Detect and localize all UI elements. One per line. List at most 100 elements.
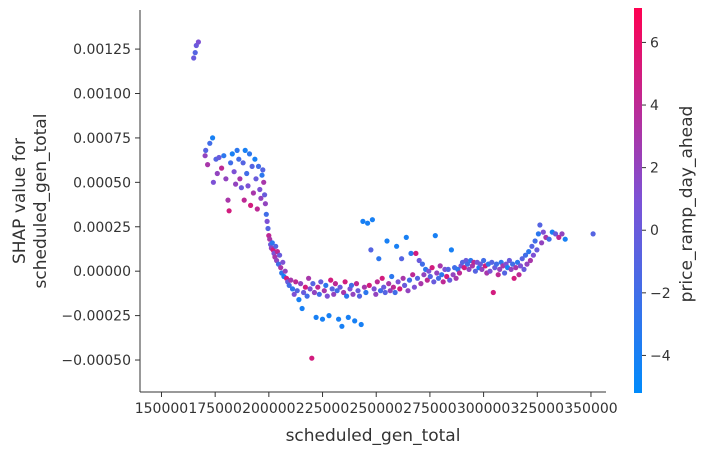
scatter-point [304, 293, 310, 299]
scatter-point [519, 256, 525, 262]
scatter-point [245, 183, 251, 189]
y-tick-label: 0.00075 [73, 131, 131, 147]
scatter-point [387, 288, 393, 294]
scatter-point [331, 291, 337, 297]
scatter-point [306, 275, 312, 281]
scatter-point [431, 279, 437, 285]
scatter-point [368, 247, 374, 253]
colorbar-tick-label: −4 [650, 348, 671, 364]
scatter-point [291, 291, 297, 297]
scatter-point [191, 55, 197, 61]
scatter-point [262, 201, 268, 207]
scatter-point [539, 240, 545, 246]
scatter-point [508, 266, 514, 272]
scatter-point [216, 154, 222, 161]
scatter-point [221, 153, 227, 159]
scatter-point [534, 247, 540, 253]
scatter-point [522, 252, 529, 258]
scatter-point [410, 272, 416, 278]
scatter-points [191, 39, 596, 361]
scatter-point [210, 135, 216, 141]
scatter-point [319, 316, 326, 322]
x-axis-ticks: 150000 175000 200000 225000 250000 275000 3000… [135, 392, 618, 417]
scatter-point [513, 265, 519, 271]
x-tick-label: 300000 [457, 401, 510, 417]
scatter-point [246, 151, 253, 157]
scatter-point [219, 165, 225, 171]
scatter-point [386, 281, 392, 287]
scatter-point [517, 263, 524, 269]
scatter-point [264, 218, 270, 224]
scatter-point [250, 190, 256, 196]
scatter-point [530, 252, 537, 258]
scatter-point [237, 176, 243, 182]
scatter-point [373, 291, 379, 297]
colorbar-tick-label: 4 [650, 98, 659, 114]
scatter-point [414, 275, 421, 281]
y-tick-label: 0.00100 [73, 87, 131, 103]
scatter-point [260, 167, 266, 173]
scatter-point [288, 277, 294, 283]
scatter-point [234, 147, 240, 153]
colorbar-tick-label: −2 [650, 286, 671, 302]
scatter-point [344, 293, 350, 299]
y-tick-label: 0.00125 [73, 42, 131, 58]
scatter-point [241, 197, 247, 203]
scatter-point [502, 270, 508, 276]
y-tick-label: 0.00050 [73, 175, 131, 191]
scatter-point [437, 263, 443, 269]
scatter-point [259, 172, 265, 178]
scatter-point [316, 291, 322, 297]
x-tick-label: 150000 [135, 401, 188, 417]
scatter-point [205, 162, 211, 168]
scatter-point [236, 156, 242, 162]
scatter-point [229, 151, 235, 157]
y-axis-label-line-1: SHAP value for [10, 138, 30, 264]
scatter-point [429, 265, 435, 271]
scatter-point [307, 286, 313, 292]
scatter-point [289, 286, 296, 292]
scatter-point [240, 160, 246, 166]
scatter-point [262, 192, 268, 198]
scatter-point [535, 231, 542, 237]
scatter-point [286, 282, 292, 288]
scatter-point [310, 281, 316, 287]
scatter-point [321, 288, 327, 294]
scatter-point [434, 270, 440, 276]
scatter-point [356, 293, 363, 299]
scatter-point [302, 284, 308, 290]
scatter-point [252, 156, 258, 162]
scatter-point [311, 289, 317, 296]
scatter-point [590, 231, 596, 237]
scatter-point [253, 176, 259, 182]
scatter-point [249, 163, 255, 169]
y-axis-ticks: −0.00050 −0.00025 0.00000 0.00025 0.00050 0.0… [61, 42, 140, 369]
scatter-point [328, 277, 334, 283]
scatter-point [377, 288, 384, 294]
scatter-point [408, 250, 414, 256]
scatter-point [419, 261, 425, 267]
scatter-point [353, 281, 360, 287]
x-axis-label: scheduled_gen_total [286, 426, 461, 446]
scatter-point [416, 257, 422, 264]
scatter-point [497, 266, 503, 272]
y-tick-label: 0.00000 [73, 264, 131, 280]
colorbar-tick-label: 0 [650, 223, 659, 239]
scatter-point [405, 288, 411, 294]
scatter-point [298, 281, 304, 287]
scatter-point [546, 236, 552, 242]
scatter-point [207, 140, 213, 146]
scatter-point [355, 288, 361, 294]
scatter-point [258, 195, 264, 201]
scatter-point [226, 208, 232, 214]
scatter-point [299, 305, 305, 312]
scatter-point [540, 229, 546, 235]
scatter-point [516, 272, 522, 278]
scatter-point [374, 279, 380, 285]
scatter-point [477, 261, 483, 267]
scatter-point [301, 289, 307, 296]
scatter-point [537, 222, 543, 228]
scatter-point [427, 273, 433, 280]
scatter-point [329, 286, 335, 292]
colorbar [634, 8, 642, 393]
